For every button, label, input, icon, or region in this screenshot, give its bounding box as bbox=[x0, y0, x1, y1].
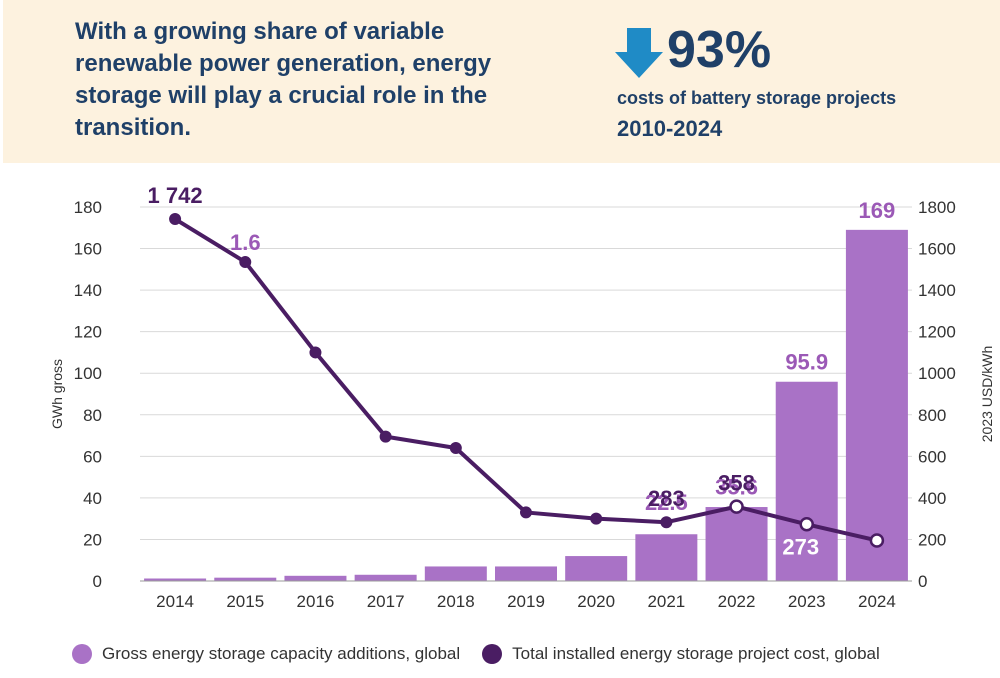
legend-swatch-bars bbox=[72, 644, 92, 664]
bar bbox=[565, 556, 628, 581]
legend-label-bars: Gross energy storage capacity additions,… bbox=[102, 644, 461, 663]
bar-value-label: 169 bbox=[859, 198, 896, 223]
y-tick-label-right: 1600 bbox=[918, 240, 956, 259]
y-tick-label-left: 140 bbox=[74, 281, 102, 300]
line-point bbox=[590, 512, 603, 525]
line-point bbox=[239, 256, 252, 269]
y-tick-label-left: 180 bbox=[74, 198, 102, 217]
x-tick-label: 2015 bbox=[226, 592, 264, 611]
legend: Gross energy storage capacity additions,… bbox=[72, 640, 902, 668]
y-tick-label-left: 60 bbox=[83, 447, 102, 466]
x-tick-label: 2018 bbox=[437, 592, 475, 611]
line-value-label: 1 742 bbox=[148, 183, 203, 208]
y-tick-label-left: 100 bbox=[74, 364, 102, 383]
y-tick-label-left: 120 bbox=[74, 323, 102, 342]
legend-item-bars: Gross energy storage capacity additions,… bbox=[72, 644, 460, 664]
bar-value-label: 1.6 bbox=[230, 230, 261, 255]
bar-series bbox=[144, 229, 908, 581]
axes: 0204060801001201401601800200400600800100… bbox=[49, 198, 995, 611]
legend-label-line: Total installed energy storage project c… bbox=[512, 644, 880, 663]
x-tick-label: 2023 bbox=[788, 592, 826, 611]
header-banner: With a growing share of variable renewab… bbox=[3, 0, 1000, 163]
line-point bbox=[169, 213, 182, 226]
x-tick-label: 2016 bbox=[297, 592, 335, 611]
line-point bbox=[309, 346, 322, 359]
line-series bbox=[169, 213, 885, 548]
y-tick-label-right: 600 bbox=[918, 447, 946, 466]
bar bbox=[635, 534, 698, 581]
y-axis-title-right: 2023 USD/kWh bbox=[979, 346, 995, 442]
line-value-label: 273 bbox=[782, 534, 819, 559]
cost-line bbox=[174, 217, 878, 543]
x-tick-label: 2020 bbox=[577, 592, 615, 611]
x-tick-label: 2022 bbox=[718, 592, 756, 611]
y-tick-label-left: 20 bbox=[83, 530, 102, 549]
bar bbox=[775, 381, 838, 581]
y-tick-label-right: 1200 bbox=[918, 323, 956, 342]
y-tick-label-left: 160 bbox=[74, 240, 102, 259]
line-value-label: 283 bbox=[648, 486, 685, 511]
legend-swatch-line bbox=[482, 644, 503, 664]
x-tick-label: 2019 bbox=[507, 592, 545, 611]
bar bbox=[354, 574, 417, 581]
legend-item-line: Total installed energy storage project c… bbox=[482, 644, 880, 664]
y-axis-title-left: GWh gross bbox=[49, 359, 65, 429]
bar bbox=[284, 575, 347, 581]
y-tick-label-right: 200 bbox=[918, 530, 946, 549]
bar bbox=[705, 507, 768, 581]
stat-caption: costs of battery storage projects bbox=[617, 88, 897, 108]
line-point bbox=[729, 499, 744, 514]
line-point bbox=[449, 442, 462, 455]
x-tick-label: 2024 bbox=[858, 592, 896, 611]
y-tick-label-left: 40 bbox=[83, 489, 102, 508]
y-tick-label-right: 1800 bbox=[918, 198, 956, 217]
stat-period: 2010-2024 bbox=[617, 116, 723, 141]
bar-value-label: 95.9 bbox=[785, 350, 828, 375]
y-tick-label-right: 1400 bbox=[918, 281, 956, 300]
x-tick-label: 2021 bbox=[647, 592, 685, 611]
down-arrow-icon bbox=[615, 28, 663, 78]
stat-value: 93% bbox=[667, 21, 772, 79]
bar bbox=[495, 566, 557, 581]
storage-chart: 1.6 22.5 35.6 95.9 169 1 742 283 358 273 0 20 40 60… bbox=[49, 183, 995, 611]
line-value-label: 358 bbox=[718, 471, 755, 496]
line-point bbox=[869, 533, 885, 548]
line-point bbox=[520, 506, 532, 519]
y-tick-label-right: 800 bbox=[918, 406, 946, 425]
x-tick-label: 2014 bbox=[156, 592, 194, 611]
line-point bbox=[379, 430, 392, 443]
data-labels: 1.6 22.5 35.6 95.9 169 1 742 283 358 273 bbox=[148, 183, 896, 559]
bar bbox=[424, 566, 487, 581]
y-tick-label-right: 400 bbox=[918, 489, 946, 508]
headline: With a growing share of variable renewab… bbox=[75, 18, 492, 141]
y-tick-label-right: 0 bbox=[918, 572, 927, 591]
bar bbox=[144, 578, 207, 581]
y-tick-label-left: 80 bbox=[83, 406, 102, 425]
line-point bbox=[660, 516, 673, 529]
bar bbox=[214, 577, 277, 581]
y-tick-label-right: 1000 bbox=[918, 364, 956, 383]
line-point bbox=[799, 517, 814, 532]
bar bbox=[845, 229, 908, 581]
bar-value-label: 22.5 bbox=[645, 490, 688, 515]
x-tick-label: 2017 bbox=[367, 592, 405, 611]
y-tick-label-left: 0 bbox=[93, 572, 102, 591]
bar-value-label: 35.6 bbox=[715, 475, 758, 500]
